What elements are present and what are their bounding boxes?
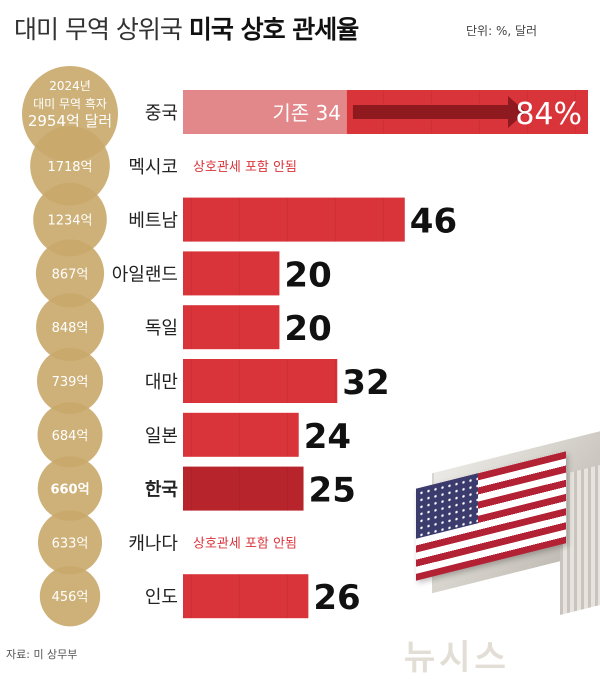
surplus-circle — [35, 239, 105, 308]
existing-tariff-label: 기존 34 — [272, 101, 341, 125]
country-label: 독일 — [145, 318, 178, 339]
title-part-bold: 미국 상호 관세율 — [188, 15, 359, 44]
chart-title: 대미 무역 상위국 미국 상호 관세율 — [14, 10, 359, 46]
country-label: 멕시코 — [128, 157, 178, 178]
tariff-bar-grid — [183, 412, 299, 457]
country-label: 아일랜드 — [112, 264, 178, 285]
tariff-bar-grid — [183, 466, 304, 511]
surplus-circle — [36, 293, 104, 362]
surplus-circle — [30, 125, 110, 206]
surplus-value-label: 867억 — [52, 267, 89, 282]
tariff-value-label: 46 — [410, 202, 457, 242]
no-tariff-note: 상호관세 포함 안됨 — [193, 160, 297, 175]
surplus-circle-label: 2024년 — [49, 79, 91, 93]
surplus-circle — [37, 456, 103, 521]
surplus-circle — [37, 402, 103, 468]
surplus-circle-label: 대미 무역 흑자 — [33, 97, 107, 111]
tariff-bar-grid — [183, 305, 280, 350]
country-label: 중국 — [145, 103, 178, 124]
tariff-bar-grid — [183, 251, 280, 296]
surplus-value-label: 684억 — [52, 429, 89, 444]
surplus-circle — [37, 510, 103, 575]
tariff-bar-grid — [183, 574, 309, 619]
tariff-bar-grid — [183, 197, 405, 242]
country-label: 대만 — [145, 372, 178, 393]
surplus-value-label: 456억 — [52, 590, 89, 605]
surplus-circle — [36, 347, 104, 415]
increase-arrow-shaft — [352, 105, 508, 119]
tariff-value-label: 32 — [342, 363, 389, 403]
country-label: 일본 — [145, 426, 178, 447]
surplus-value-label: 848억 — [52, 321, 89, 336]
surplus-value-label: 1718억 — [47, 160, 92, 175]
country-label: 베트남 — [128, 211, 178, 232]
surplus-circle — [39, 565, 101, 627]
no-tariff-note: 상호관세 포함 안됨 — [193, 536, 297, 551]
increase-arrow-head — [508, 96, 526, 128]
source-note: 자료: 미 상무부 — [6, 648, 78, 661]
country-label: 한국 — [145, 480, 178, 501]
surplus-value-label: 739억 — [52, 375, 89, 390]
tariff-value-label: 20 — [284, 309, 331, 349]
tariff-value-label: 26 — [313, 578, 360, 618]
tariff-value-label: 84% — [515, 97, 582, 132]
country-label: 캐나다 — [128, 533, 178, 554]
surplus-circle — [33, 182, 107, 257]
country-label: 인도 — [145, 587, 178, 608]
surplus-value-label: 660억 — [50, 483, 89, 498]
surplus-value-label: 1234억 — [47, 214, 92, 229]
surplus-value-label: 633억 — [52, 536, 89, 551]
tariff-value-label: 25 — [309, 471, 356, 511]
tariff-bar-grid — [183, 359, 338, 403]
surplus-circle-label: 2954억 달러 — [28, 112, 112, 130]
unit-label: 단위: %, 달러 — [466, 24, 538, 38]
title-part-normal: 대미 무역 상위국 — [14, 15, 183, 44]
tariff-value-label: 24 — [304, 417, 351, 457]
existing-tariff-bar — [183, 90, 347, 134]
tariff-value-label: 20 — [284, 255, 331, 295]
